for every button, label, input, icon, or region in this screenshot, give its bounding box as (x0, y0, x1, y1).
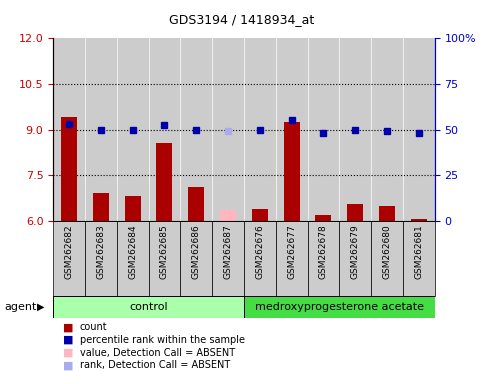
Bar (188, 187, 204, 221)
Bar (276, 221, 308, 296)
Bar (244, 296, 435, 318)
Text: GSM262681: GSM262681 (414, 225, 423, 279)
Text: GSM262680: GSM262680 (383, 225, 392, 279)
Text: percentile rank within the sample: percentile rank within the sample (80, 335, 245, 345)
Bar (149, 221, 180, 296)
Text: GSM262682: GSM262682 (65, 225, 73, 279)
Bar (339, 221, 371, 296)
Bar (125, 197, 141, 221)
Bar (403, 221, 435, 296)
Text: GSM262679: GSM262679 (351, 225, 360, 279)
Bar (53, 221, 85, 296)
Text: ■: ■ (63, 322, 73, 332)
Bar (284, 122, 299, 221)
Bar (308, 221, 339, 296)
Text: GSM262683: GSM262683 (96, 225, 105, 279)
Bar (371, 221, 403, 296)
Bar (180, 221, 212, 296)
Text: agent: agent (5, 301, 37, 312)
Text: value, Detection Call = ABSENT: value, Detection Call = ABSENT (80, 348, 235, 358)
Text: GSM262684: GSM262684 (128, 225, 137, 279)
Bar (411, 219, 427, 221)
Text: GDS3194 / 1418934_at: GDS3194 / 1418934_at (169, 13, 314, 26)
Text: ▶: ▶ (37, 301, 45, 312)
Bar (85, 221, 117, 296)
Text: ■: ■ (63, 348, 73, 358)
Bar (220, 210, 236, 221)
Bar (93, 194, 109, 221)
Text: GSM262677: GSM262677 (287, 225, 296, 279)
Bar (53, 296, 244, 318)
Text: ■: ■ (63, 360, 73, 370)
Bar (347, 204, 363, 221)
Text: ■: ■ (63, 335, 73, 345)
Bar (244, 221, 276, 296)
Text: medroxyprogesterone acetate: medroxyprogesterone acetate (255, 301, 424, 312)
Bar (117, 221, 149, 296)
Text: GSM262676: GSM262676 (256, 225, 264, 279)
Text: count: count (80, 322, 107, 332)
Bar (252, 209, 268, 221)
Bar (61, 118, 77, 221)
Bar (212, 221, 244, 296)
Text: GSM262687: GSM262687 (224, 225, 232, 279)
Text: GSM262685: GSM262685 (160, 225, 169, 279)
Bar (315, 215, 331, 221)
Text: rank, Detection Call = ABSENT: rank, Detection Call = ABSENT (80, 360, 230, 370)
Text: GSM262678: GSM262678 (319, 225, 328, 279)
Bar (379, 205, 395, 221)
Text: control: control (129, 301, 168, 312)
Bar (156, 143, 172, 221)
Text: GSM262686: GSM262686 (192, 225, 201, 279)
